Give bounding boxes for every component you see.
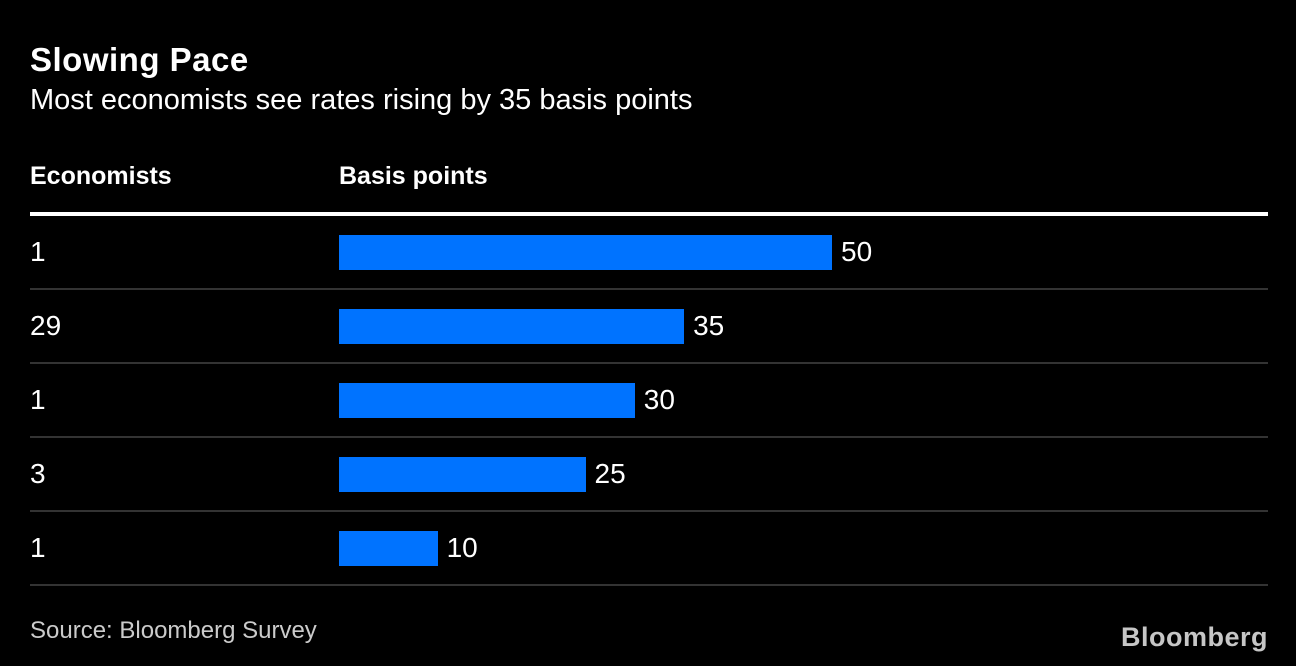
table-row: 3 25: [30, 438, 1268, 512]
economists-count-label: 3: [30, 458, 46, 489]
economists-count-label: 1: [30, 532, 46, 563]
basis-points-bar: [339, 530, 438, 566]
basis-points-value: 25: [594, 458, 626, 489]
basis-points-value: 35: [693, 310, 725, 341]
table-row: 1 30: [30, 364, 1268, 438]
basis-points-bar: [339, 308, 685, 344]
bar-chart: 1 50 29 35 1 30 3 25 1 10: [30, 216, 1268, 586]
column-headers: Economists Basis points: [30, 161, 1268, 191]
header-rule: [30, 212, 1268, 216]
basis-points-value: 10: [446, 532, 478, 563]
chart-title: Slowing Pace: [30, 41, 249, 78]
economists-count-label: 29: [30, 310, 62, 341]
basis-points-bar: [339, 234, 832, 270]
table-row: 1 50: [30, 216, 1268, 290]
col-header-basis-points: Basis points: [339, 162, 488, 190]
source-note: Source: Bloomberg Survey: [30, 617, 317, 644]
basis-points-value: 50: [841, 236, 873, 267]
economists-count-label: 1: [30, 236, 46, 267]
basis-points-bar: [339, 382, 635, 418]
chart-footer: Source: Bloomberg Survey Bloomberg: [30, 586, 1268, 665]
basis-points-value: 30: [643, 384, 675, 415]
economists-count-label: 1: [30, 384, 46, 415]
bloomberg-logo: Bloomberg: [1120, 622, 1268, 652]
basis-points-bar: [339, 456, 586, 492]
table-row: 29 35: [30, 290, 1268, 364]
col-header-economists: Economists: [30, 162, 172, 190]
table-row: 1 10: [30, 512, 1268, 586]
chart-subtitle: Most economists see rates rising by 35 b…: [30, 84, 693, 116]
